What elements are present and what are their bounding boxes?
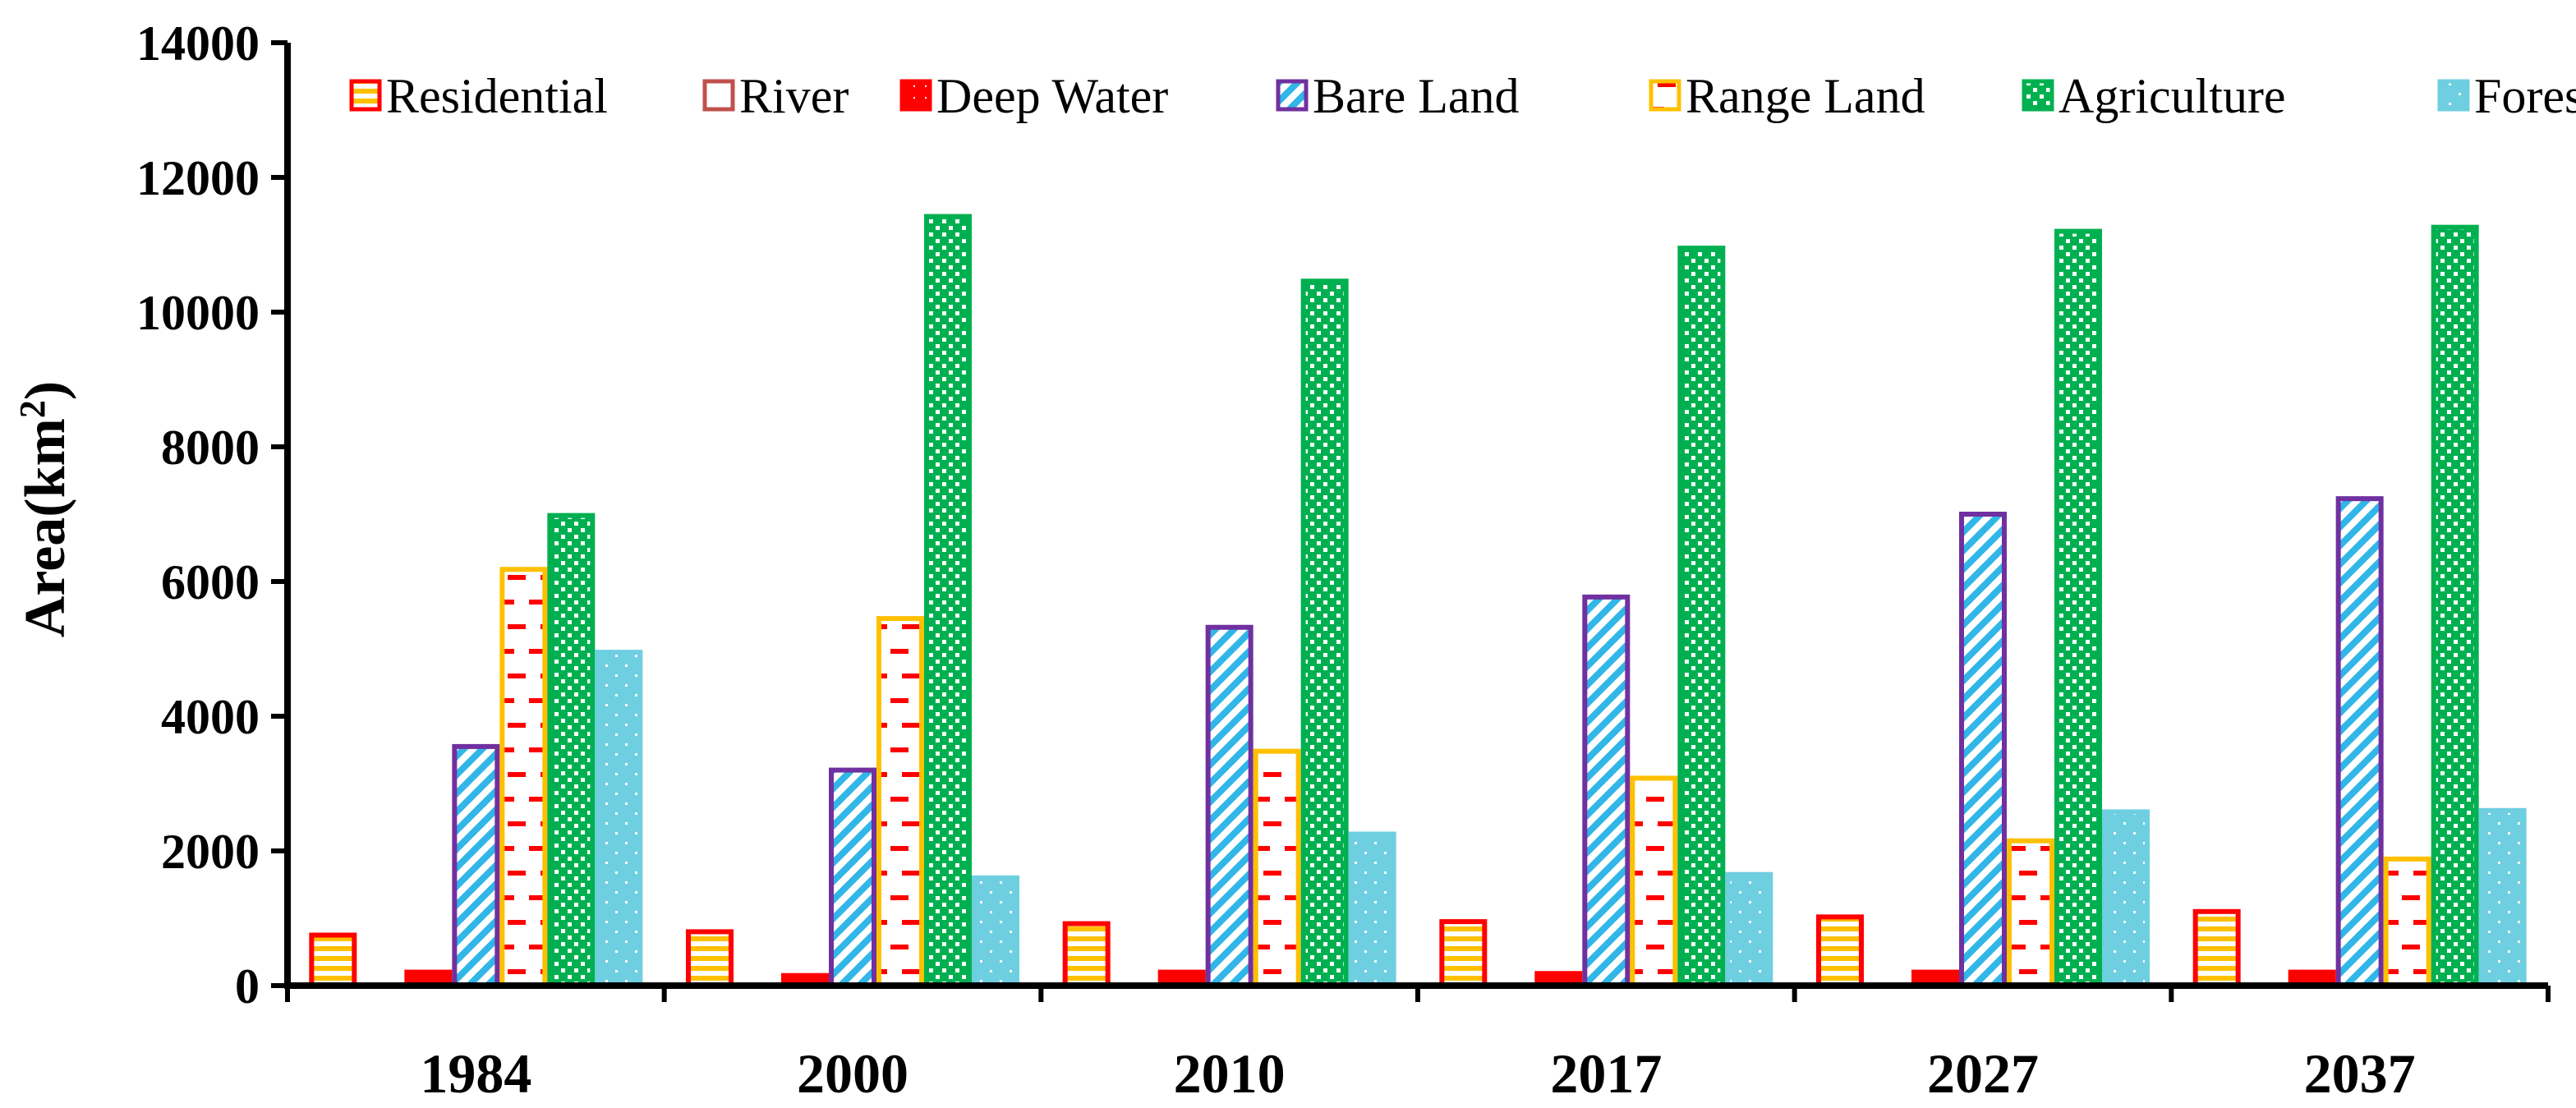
bar-forest-2017 [1725,871,1773,988]
legend-label-range-land: Range Land [1686,69,1925,123]
legend-swatch-forest [2437,79,2470,112]
bar-agriculture-2010 [1300,278,1349,988]
bar-bare-land-2010 [1205,624,1254,988]
bar-residential-2037 [2192,908,2241,989]
bar-range-land-2010 [1253,748,1301,988]
bar-agriculture-2017 [1677,246,1726,989]
legend-label-forest: Forest [2474,69,2576,123]
legend: Residential River Deep Water Bare Land Range… [349,69,2576,123]
bar-agriculture-2037 [2431,224,2479,988]
y-tick-label-12000: 12000 [136,151,260,205]
y-axis-title: Area(km2) [12,381,78,637]
bar-bare-land-2037 [2335,496,2384,988]
bar-bare-land-2000 [829,767,876,988]
y-tick-label-10000: 10000 [136,286,260,340]
bar-forest-2000 [972,875,1019,989]
bar-range-land-1984 [499,567,548,988]
y-tick-label-14000: 14000 [136,16,260,71]
y-tick-label-6000: 6000 [161,555,260,609]
y-tick-label-0: 0 [235,959,260,1014]
bar-residential-1984 [309,932,357,988]
y-axis-title-text: Area(km [14,418,77,637]
bar-range-land-2037 [2383,856,2431,988]
x-tick-label-2010: 2010 [1174,1042,1286,1105]
bar-residential-2027 [1816,914,1864,988]
bar-agriculture-2027 [2054,228,2102,989]
bar-bare-land-1984 [452,743,500,989]
x-tick-label-1984: 1984 [420,1042,531,1105]
x-tick-label-2017: 2017 [1550,1042,1662,1105]
x-tick-label-2037: 2037 [2304,1042,2416,1105]
bar-forest-2027 [2102,809,2150,988]
bars-layer [309,214,2527,989]
bar-agriculture-1984 [547,513,596,988]
legend-label-bare-land: Bare Land [1313,69,1520,123]
bar-residential-2017 [1439,919,1488,988]
legend-swatch-deep-water [899,79,932,112]
legend-swatch-agriculture [2022,79,2054,112]
bar-range-land-2000 [876,616,924,988]
y-axis-title-close: ) [14,381,77,400]
legend-label-residential: Residential [386,69,608,123]
legend-label-river: River [739,69,849,123]
bar-residential-2010 [1062,921,1111,989]
legend-swatch-range-land [1649,79,1681,112]
x-tick-label-2000: 2000 [797,1042,908,1105]
bar-bare-land-2027 [1959,512,2007,988]
bar-forest-2037 [2478,807,2527,988]
bar-agriculture-2000 [924,214,972,988]
y-tick-label-2000: 2000 [161,825,260,879]
bar-forest-2010 [1348,831,1396,988]
y-tick-label-8000: 8000 [161,421,260,475]
bar-residential-2000 [686,929,734,989]
bar-range-land-2027 [2007,838,2054,989]
legend-label-agriculture: Agriculture [2058,69,2286,123]
x-tick-label-2027: 2027 [1927,1042,2039,1105]
legend-swatch-residential [349,79,382,112]
legend-label-deep-water: Deep Water [936,69,1168,123]
axes-layer: 0 2000 4000 6000 8000 10000 12000 14000 1984 2000… [136,16,2551,1105]
bar-forest-1984 [595,650,643,988]
legend-swatch-bare-land [1276,79,1309,112]
bar-bare-land-2017 [1582,594,1631,988]
y-axis-title-superscript: 2 [12,400,53,418]
legend-swatch-river [702,79,735,112]
bar-range-land-2017 [1630,775,1678,988]
y-tick-label-4000: 4000 [161,690,260,744]
